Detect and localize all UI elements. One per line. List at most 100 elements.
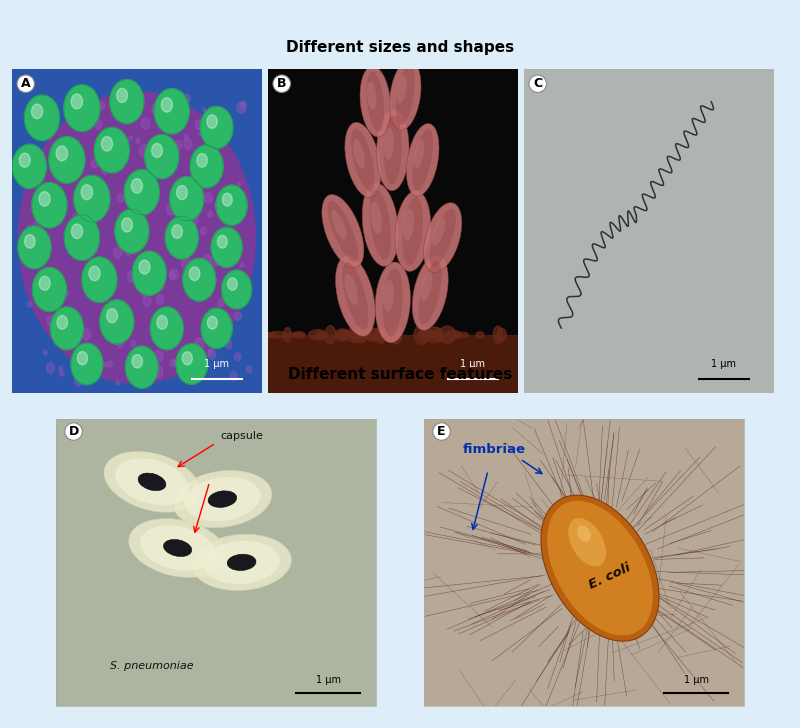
Circle shape bbox=[185, 347, 194, 357]
Ellipse shape bbox=[335, 256, 375, 336]
Circle shape bbox=[153, 365, 162, 379]
Ellipse shape bbox=[377, 110, 409, 191]
Circle shape bbox=[95, 293, 99, 298]
Circle shape bbox=[246, 366, 252, 373]
Circle shape bbox=[47, 315, 55, 326]
Ellipse shape bbox=[577, 526, 591, 542]
Ellipse shape bbox=[383, 268, 402, 337]
Circle shape bbox=[189, 213, 198, 226]
Circle shape bbox=[190, 145, 223, 188]
Circle shape bbox=[208, 349, 213, 356]
Circle shape bbox=[190, 184, 196, 192]
Circle shape bbox=[56, 146, 68, 161]
Circle shape bbox=[177, 186, 187, 199]
Circle shape bbox=[170, 143, 177, 152]
Circle shape bbox=[64, 84, 100, 131]
Circle shape bbox=[237, 102, 246, 114]
Circle shape bbox=[25, 184, 28, 189]
Ellipse shape bbox=[384, 127, 394, 160]
Text: 1 μm: 1 μm bbox=[460, 359, 485, 369]
Text: E: E bbox=[438, 425, 446, 438]
Ellipse shape bbox=[476, 332, 484, 338]
Circle shape bbox=[194, 288, 201, 296]
Circle shape bbox=[71, 224, 82, 239]
Circle shape bbox=[117, 194, 123, 202]
Circle shape bbox=[118, 341, 123, 347]
Circle shape bbox=[174, 141, 182, 150]
Ellipse shape bbox=[375, 262, 410, 343]
Circle shape bbox=[209, 349, 216, 359]
Circle shape bbox=[216, 185, 247, 225]
Circle shape bbox=[182, 352, 192, 365]
Ellipse shape bbox=[353, 333, 369, 337]
Circle shape bbox=[226, 322, 232, 330]
Circle shape bbox=[115, 209, 149, 253]
Circle shape bbox=[50, 307, 83, 349]
Circle shape bbox=[131, 178, 142, 193]
Ellipse shape bbox=[366, 71, 384, 132]
Circle shape bbox=[139, 145, 149, 157]
Circle shape bbox=[226, 341, 232, 349]
Ellipse shape bbox=[208, 491, 237, 507]
Circle shape bbox=[228, 278, 238, 290]
Circle shape bbox=[203, 108, 206, 111]
Ellipse shape bbox=[351, 328, 366, 341]
Text: fimbriae: fimbriae bbox=[462, 443, 526, 456]
Circle shape bbox=[108, 361, 112, 367]
Ellipse shape bbox=[366, 328, 383, 341]
Ellipse shape bbox=[430, 208, 456, 266]
Ellipse shape bbox=[115, 459, 189, 505]
Circle shape bbox=[102, 137, 113, 151]
Ellipse shape bbox=[322, 194, 364, 268]
Ellipse shape bbox=[414, 325, 430, 344]
Circle shape bbox=[25, 234, 35, 248]
Circle shape bbox=[91, 159, 98, 167]
Circle shape bbox=[23, 257, 29, 265]
Circle shape bbox=[173, 359, 178, 366]
Ellipse shape bbox=[403, 209, 414, 241]
Circle shape bbox=[224, 229, 226, 232]
Circle shape bbox=[151, 143, 162, 157]
Ellipse shape bbox=[384, 116, 402, 185]
Circle shape bbox=[102, 166, 108, 174]
Circle shape bbox=[145, 135, 178, 178]
Ellipse shape bbox=[377, 332, 391, 338]
Circle shape bbox=[169, 272, 175, 280]
Circle shape bbox=[138, 197, 142, 203]
Circle shape bbox=[71, 94, 82, 109]
Circle shape bbox=[39, 191, 50, 206]
Circle shape bbox=[105, 317, 114, 329]
Text: 1 μm: 1 μm bbox=[204, 359, 229, 369]
Circle shape bbox=[126, 346, 158, 388]
Circle shape bbox=[77, 152, 81, 157]
Circle shape bbox=[132, 355, 142, 368]
Circle shape bbox=[74, 175, 110, 222]
Circle shape bbox=[182, 257, 190, 269]
Ellipse shape bbox=[370, 201, 382, 234]
Circle shape bbox=[210, 255, 219, 266]
Circle shape bbox=[34, 221, 41, 230]
Circle shape bbox=[82, 257, 117, 302]
Circle shape bbox=[19, 153, 30, 167]
Circle shape bbox=[184, 135, 188, 139]
Circle shape bbox=[13, 144, 46, 189]
Circle shape bbox=[172, 225, 182, 239]
Ellipse shape bbox=[334, 329, 350, 341]
Circle shape bbox=[184, 94, 190, 103]
Ellipse shape bbox=[129, 518, 226, 577]
Circle shape bbox=[25, 95, 59, 141]
Circle shape bbox=[62, 164, 68, 171]
Circle shape bbox=[126, 252, 130, 256]
Circle shape bbox=[129, 136, 132, 141]
Circle shape bbox=[182, 258, 216, 301]
Circle shape bbox=[50, 116, 53, 119]
Ellipse shape bbox=[227, 554, 256, 571]
Ellipse shape bbox=[354, 327, 368, 343]
Circle shape bbox=[74, 144, 81, 152]
Circle shape bbox=[126, 120, 129, 124]
Ellipse shape bbox=[494, 326, 502, 344]
Ellipse shape bbox=[414, 140, 425, 168]
Circle shape bbox=[154, 351, 163, 363]
Circle shape bbox=[208, 211, 213, 217]
Circle shape bbox=[116, 381, 119, 385]
